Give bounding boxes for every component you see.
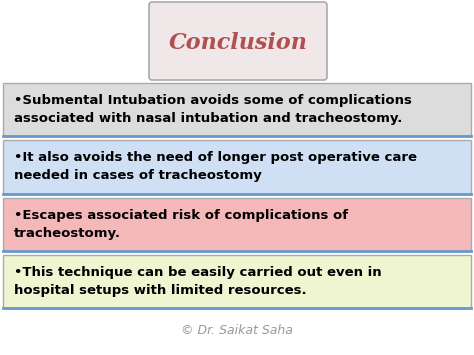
Text: •Submental Intubation avoids some of complications
associated with nasal intubat: •Submental Intubation avoids some of com… — [14, 94, 412, 125]
FancyBboxPatch shape — [3, 140, 471, 193]
FancyBboxPatch shape — [3, 83, 471, 136]
Text: •This technique can be easily carried out even in
hospital setups with limited r: •This technique can be easily carried ou… — [14, 266, 382, 297]
FancyBboxPatch shape — [3, 255, 471, 308]
Text: •Escapes associated risk of complications of
tracheostomy.: •Escapes associated risk of complication… — [14, 209, 348, 240]
FancyBboxPatch shape — [3, 197, 471, 251]
Text: •It also avoids the need of longer post operative care
needed in cases of trache: •It also avoids the need of longer post … — [14, 151, 417, 182]
Text: © Dr. Saikat Saha: © Dr. Saikat Saha — [181, 323, 293, 337]
FancyBboxPatch shape — [149, 2, 327, 80]
Text: Conclusion: Conclusion — [169, 32, 308, 54]
